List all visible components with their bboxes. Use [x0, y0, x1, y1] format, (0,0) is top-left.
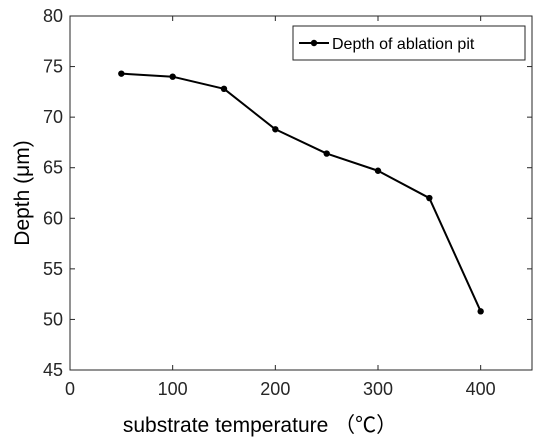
x-tick-label: 300 — [363, 379, 393, 399]
data-point — [118, 70, 125, 77]
y-tick-label: 60 — [43, 208, 63, 228]
legend-entry-label: Depth of ablation pit — [332, 36, 475, 53]
y-axis-label: Depth (μm) — [11, 140, 34, 245]
legend-box — [292, 25, 526, 61]
data-point — [426, 194, 433, 202]
x-axis-label: substrate temperature （℃） — [123, 414, 397, 437]
data-point — [169, 73, 176, 80]
data-point — [374, 167, 382, 174]
data-point — [477, 308, 484, 315]
series-line — [121, 72, 482, 312]
data-point — [272, 126, 279, 133]
x-tick-label: 100 — [158, 379, 188, 399]
legend-marker — [310, 39, 318, 47]
data-point — [220, 85, 228, 93]
y-tick-label: 80 — [43, 6, 63, 26]
x-tick-label: 0 — [65, 379, 75, 399]
y-tick-label: 50 — [43, 309, 63, 329]
y-tick-label: 65 — [43, 158, 63, 178]
x-tick-label: 400 — [466, 379, 496, 399]
data-point — [323, 150, 330, 157]
y-tick-label: 45 — [43, 360, 63, 380]
y-tick-label: 75 — [43, 57, 63, 77]
series-layer — [118, 70, 484, 315]
y-tick-label: 70 — [43, 107, 63, 127]
plot-area — [69, 15, 533, 371]
x-tick-label: 200 — [260, 379, 290, 399]
axis-ticks: 0 100 200 300 400 45 50 55 60 65 70 75 80 — [43, 6, 532, 399]
legend: Depth of ablation pit — [292, 25, 526, 61]
y-tick-label: 55 — [43, 259, 63, 279]
